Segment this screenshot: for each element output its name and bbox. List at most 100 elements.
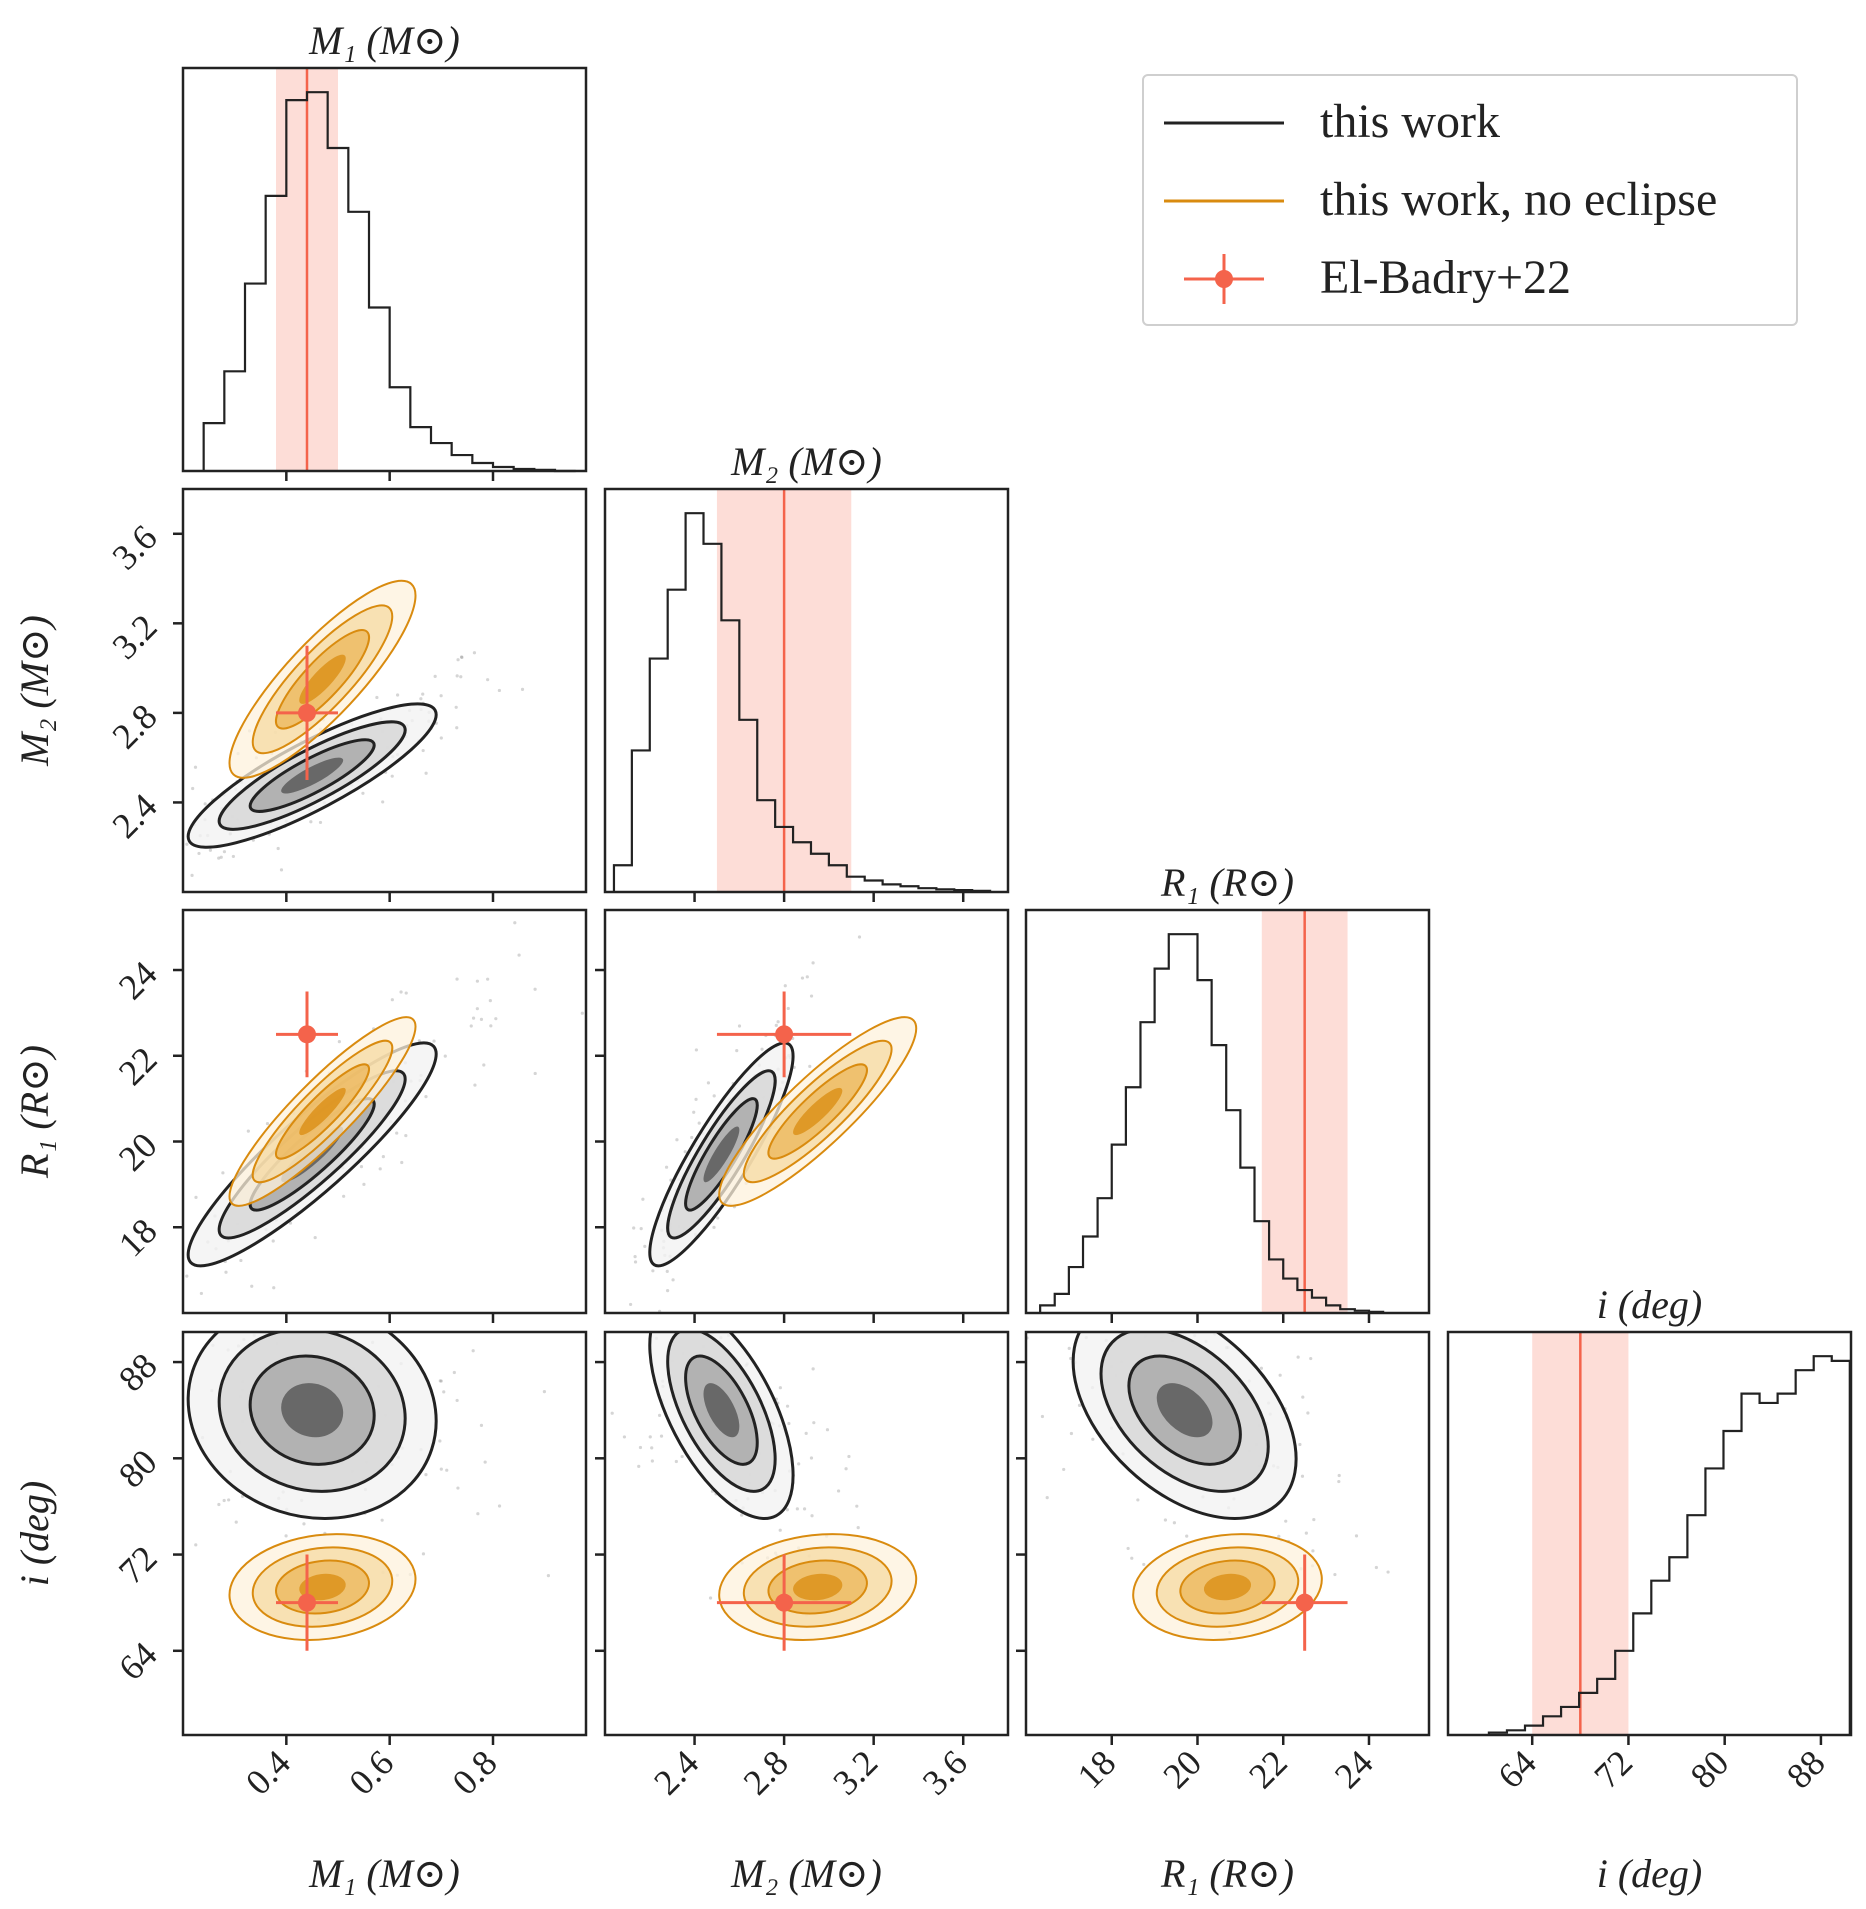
scatter-point <box>471 1016 476 1020</box>
scatter-point <box>456 1486 460 1490</box>
scatter-point <box>1300 1474 1305 1478</box>
scatter-point <box>158 1220 161 1223</box>
scatter-point <box>455 1398 459 1403</box>
scatter-point <box>687 1325 690 1328</box>
x-tick-label-M1: 0.8 <box>445 1742 505 1802</box>
y-tick-label-M2: 3.6 <box>105 517 165 577</box>
scatter-point <box>836 1489 841 1493</box>
scatter-point <box>419 697 423 701</box>
y-axis-label-M2: M₂ (M⊙) <box>12 615 57 767</box>
scatter-point <box>1122 1234 1125 1237</box>
panel-title-R1: R₁ (R⊙) <box>1160 860 1294 905</box>
x-tick-label-R1: 18 <box>1070 1742 1124 1796</box>
scatter-point <box>856 1525 860 1530</box>
scatter-point <box>785 1508 789 1512</box>
contour-fill-this-work <box>703 1126 740 1183</box>
contour-fill-no-eclipse <box>793 1087 843 1136</box>
scatter-point <box>1258 1276 1261 1279</box>
scatter-point <box>381 800 385 804</box>
scatter-point <box>113 873 116 876</box>
scatter-point <box>715 1274 718 1277</box>
scatter-point <box>1136 1498 1140 1502</box>
scatter-point <box>173 1304 176 1307</box>
scatter-point <box>323 1286 326 1289</box>
scatter-point <box>809 1456 814 1460</box>
panel-frame <box>181 1330 588 1737</box>
scatter-point <box>596 1338 599 1341</box>
scatter-point <box>1337 1479 1341 1484</box>
scatter-point <box>675 1138 679 1142</box>
scatter-point <box>369 1208 372 1211</box>
scatter-point <box>783 984 787 988</box>
scatter-point <box>276 846 280 851</box>
scatter-point <box>494 1017 498 1021</box>
scatter-point <box>1089 1302 1092 1305</box>
scatter-point <box>697 1121 701 1125</box>
scatter-point <box>1062 1467 1066 1472</box>
scatter-point <box>193 765 198 769</box>
scatter-point <box>279 868 284 872</box>
scatter-point <box>804 1431 808 1435</box>
x-axis-label-M1: M₁ (M⊙) <box>308 1851 460 1896</box>
scatter-point <box>1123 1286 1126 1289</box>
y-tick-label-M2: 2.4 <box>105 786 165 846</box>
scatter-point <box>629 1319 632 1322</box>
scatter-point <box>812 1421 816 1425</box>
contour-line-no-eclipse <box>718 1533 918 1641</box>
legend-label-this-work: this work <box>1320 95 1500 148</box>
contour-line-no-eclipse <box>1179 1559 1276 1615</box>
scatter-point <box>208 1325 211 1328</box>
contour-line-this-work <box>217 720 407 831</box>
scatter-point <box>259 1288 262 1291</box>
contour-line-this-work <box>1071 1332 1298 1520</box>
scatter-point <box>757 1280 760 1283</box>
scatter-point <box>272 1286 276 1290</box>
x-axis-label-M2: M₂ (M⊙) <box>730 1851 882 1896</box>
scatter-point <box>725 1322 728 1325</box>
legend-line-black <box>1164 121 1284 125</box>
scatter-point <box>486 977 490 981</box>
scatter-point <box>1337 1473 1341 1478</box>
scatter-point <box>1284 1519 1288 1523</box>
contour-line-this-work <box>666 1332 777 1493</box>
scatter-point <box>455 977 459 981</box>
scatter-point <box>203 802 207 806</box>
scatter-point <box>643 1239 646 1242</box>
scatter-point <box>810 1514 814 1518</box>
scatter-point <box>997 1214 1000 1217</box>
scatter-point <box>249 1273 252 1276</box>
scatter-point <box>1010 1301 1013 1304</box>
scatter-point <box>222 850 227 854</box>
scatter-point <box>443 1054 447 1058</box>
scatter-point <box>533 1071 537 1076</box>
scatter-point <box>231 854 235 859</box>
scatter-point <box>190 873 194 877</box>
scatter-point <box>390 774 394 778</box>
panel-M2-vs-i <box>596 1239 1010 1737</box>
scatter-point <box>1259 1366 1264 1370</box>
scatter-point <box>1067 1346 1071 1350</box>
scatter-point <box>693 1327 696 1330</box>
scatter-point <box>103 1421 106 1424</box>
legend-label-no-eclipse: this work, no eclipse <box>1320 173 1718 226</box>
scatter-point <box>638 1445 643 1450</box>
scatter-point <box>855 1504 859 1508</box>
scatter-point <box>284 1534 288 1538</box>
scatter-point <box>1131 1324 1134 1327</box>
scatter-point <box>424 1473 428 1477</box>
scatter-point <box>1199 1286 1202 1289</box>
legend-entry-this-work: this work <box>1144 88 1796 158</box>
scatter-point <box>313 1235 317 1240</box>
scatter-point <box>140 862 143 865</box>
scatter-point <box>1010 1338 1013 1341</box>
scatter-point <box>511 1251 514 1254</box>
scatter-point <box>456 658 460 662</box>
scatter-point <box>636 1319 639 1322</box>
scatter-point <box>811 1367 815 1371</box>
scatter-point <box>95 905 98 908</box>
x-tick-label-i: 64 <box>1490 1742 1544 1796</box>
scatter-point <box>683 1150 687 1154</box>
scatter-point <box>209 1317 212 1320</box>
x-tick-label-i: 88 <box>1779 1742 1833 1796</box>
scatter-point <box>143 1295 146 1298</box>
